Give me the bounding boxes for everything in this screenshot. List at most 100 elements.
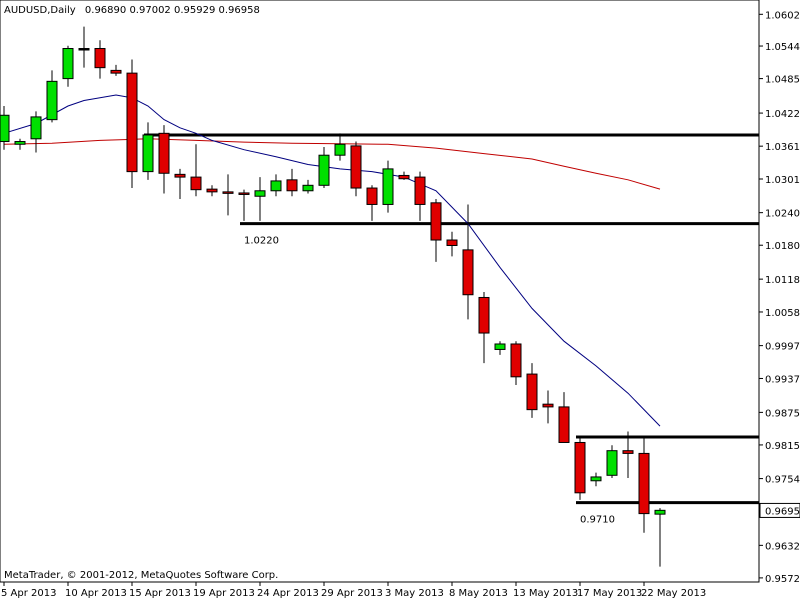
candle xyxy=(206,185,218,197)
candle xyxy=(542,390,554,424)
candle-body xyxy=(78,48,90,51)
candle-body xyxy=(238,192,250,195)
y-axis: 1.06025 1.05445 1.04850 1.04220 1.03615 1.030… xyxy=(759,10,800,585)
x-tick-label: 15 Apr 2013 xyxy=(129,588,191,599)
x-axis: 5 Apr 2013 10 Apr 2013 15 Apr 2013 19 Apr 2… xyxy=(1,582,706,599)
candle-body xyxy=(558,406,570,443)
ohlc-readout: 0.96890 0.97002 0.95929 0.96958 xyxy=(85,5,260,16)
candle-body xyxy=(494,343,506,350)
candle xyxy=(574,437,586,500)
candle xyxy=(638,437,650,533)
candle xyxy=(14,138,26,150)
y-tick-label: 1.05445 xyxy=(765,42,800,53)
candle xyxy=(350,141,362,197)
candle xyxy=(462,204,474,320)
y-tick-label: 0.96958 xyxy=(765,506,800,517)
candle xyxy=(142,122,154,180)
candle-body xyxy=(110,69,122,74)
candle xyxy=(382,160,394,213)
x-tick-label: 8 May 2013 xyxy=(449,588,508,599)
copyright-text: MetaTrader, © 2001-2012, MetaQuotes Soft… xyxy=(4,570,278,581)
candle-body xyxy=(446,239,458,246)
candles-layer xyxy=(0,26,666,567)
y-tick-label: 1.03015 xyxy=(765,175,800,186)
candle xyxy=(510,341,522,386)
candle-body xyxy=(462,249,474,296)
y-tick-label: 1.01805 xyxy=(765,241,800,252)
symbol-timeframe: AUDUSD,Daily xyxy=(4,5,76,16)
candle xyxy=(78,26,90,68)
candle-body xyxy=(590,476,602,482)
x-tick-label: 3 May 2013 xyxy=(385,588,444,599)
candle xyxy=(494,341,506,355)
candle-body xyxy=(414,176,426,205)
candle xyxy=(606,445,618,479)
candle-body xyxy=(0,114,10,143)
candle-body xyxy=(334,143,346,156)
y-tick-label: 1.06025 xyxy=(765,10,800,21)
candle-body xyxy=(190,176,202,191)
candle xyxy=(302,179,314,194)
candle-body xyxy=(574,441,586,494)
x-tick-label: 17 May 2013 xyxy=(577,588,642,599)
y-tick-label: 0.98155 xyxy=(765,441,800,452)
ma-layer xyxy=(3,94,661,427)
x-tick-label: 5 Apr 2013 xyxy=(1,588,56,599)
candle-body xyxy=(622,450,634,454)
candle-body xyxy=(286,179,298,192)
levels-layer xyxy=(144,133,759,505)
ma-fast-line xyxy=(3,94,661,427)
x-tick-label: 13 May 2013 xyxy=(513,588,578,599)
x-tick-label: 19 Apr 2013 xyxy=(193,588,255,599)
candle-body xyxy=(174,173,186,178)
candle-body xyxy=(126,72,138,173)
y-tick-label: 1.04850 xyxy=(765,75,800,86)
ma-slow-line xyxy=(3,138,661,190)
candle-body xyxy=(14,141,26,145)
candle-body xyxy=(366,187,378,205)
candle-body xyxy=(430,202,442,241)
candle-body xyxy=(142,134,154,173)
candle-body xyxy=(302,184,314,192)
candle xyxy=(414,171,426,221)
candle xyxy=(590,472,602,487)
candle-body xyxy=(478,296,490,334)
candle xyxy=(46,70,58,123)
x-tick-label: 29 Apr 2013 xyxy=(321,588,383,599)
candle-body xyxy=(270,180,282,192)
candle xyxy=(430,198,442,262)
candle xyxy=(174,168,186,199)
candle-body xyxy=(30,116,42,140)
level-label: 0.9710 xyxy=(580,515,615,526)
candle xyxy=(270,174,282,197)
candle xyxy=(190,144,202,197)
candle-body xyxy=(158,132,170,174)
candle-body xyxy=(222,191,234,194)
y-tick-label: 1.04220 xyxy=(765,109,800,120)
candle xyxy=(446,231,458,257)
level-labels-layer: 1.0220 0.9710 xyxy=(244,236,615,526)
y-tick-label: 1.01185 xyxy=(765,275,800,286)
candle-body xyxy=(350,145,362,189)
candle-body xyxy=(94,48,106,69)
candle-body xyxy=(510,343,522,378)
candle xyxy=(222,174,234,216)
candle xyxy=(254,177,266,221)
chart-header: AUDUSD,Daily 0.96890 0.97002 0.95929 0.9… xyxy=(4,5,260,16)
candle xyxy=(94,40,106,79)
candle xyxy=(30,111,42,153)
candle-body xyxy=(382,168,394,205)
candle xyxy=(334,133,346,161)
candle-body xyxy=(46,80,58,121)
candle-body xyxy=(654,509,666,515)
level-label: 1.0220 xyxy=(244,236,279,247)
candle xyxy=(366,185,378,221)
candle xyxy=(622,431,634,479)
candle xyxy=(286,168,298,197)
